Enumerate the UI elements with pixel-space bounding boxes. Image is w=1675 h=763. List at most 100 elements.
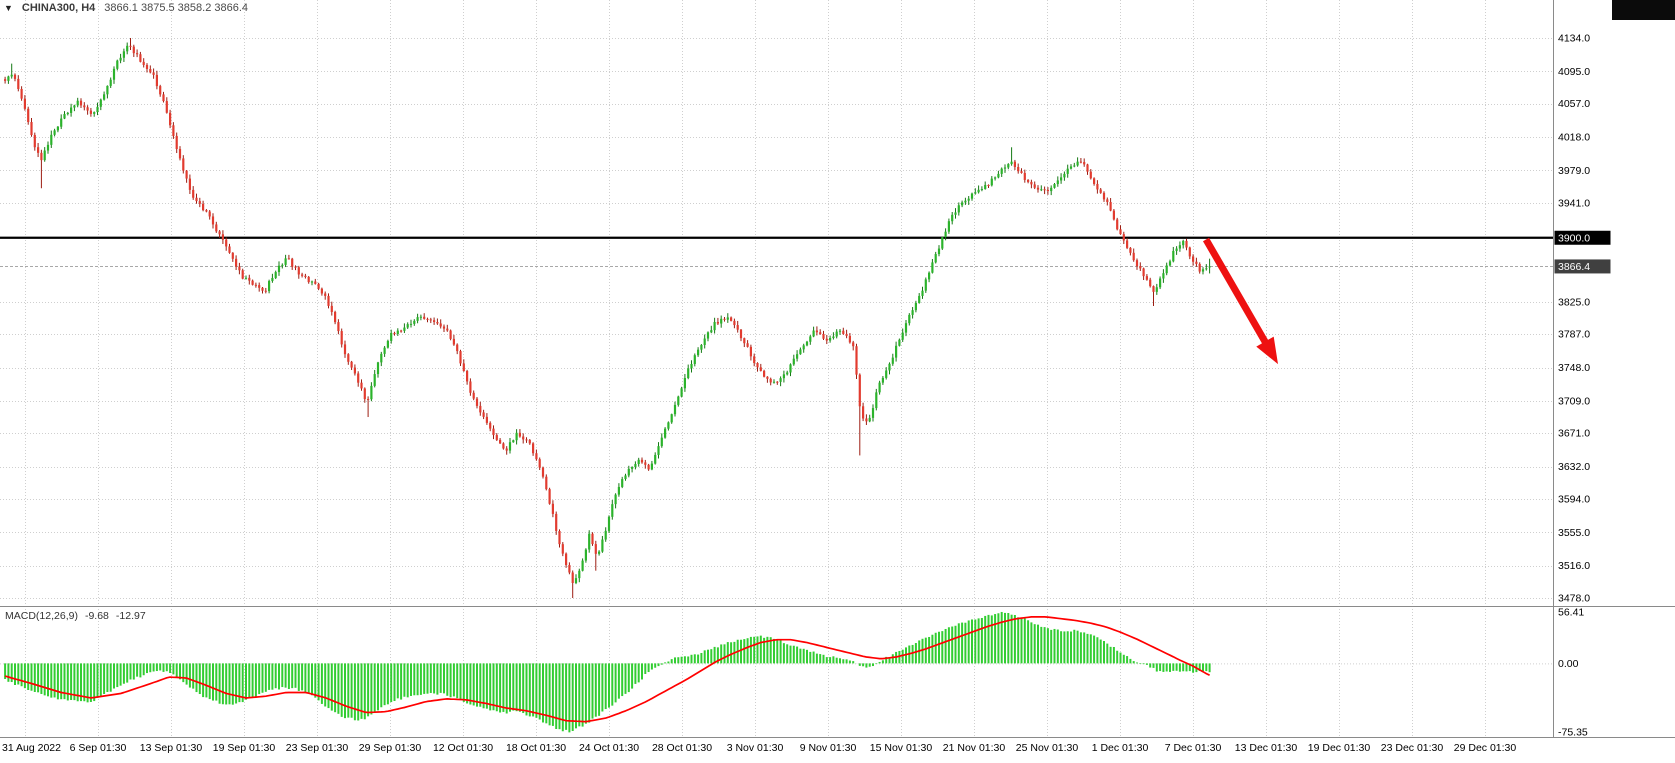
candle (505, 448, 508, 451)
candle (30, 122, 33, 136)
macd-signal-line (4, 616, 1210, 723)
candle (1033, 184, 1036, 188)
candle (792, 358, 795, 365)
macd-indicator-label: MACD(12,26,9) -9.68 -12.97 (5, 610, 146, 622)
axis-label: 24 Oct 01:30 (579, 742, 639, 754)
candle (690, 363, 693, 369)
candle (106, 85, 109, 95)
candle (475, 398, 479, 406)
candle (400, 330, 403, 332)
candle (984, 184, 987, 190)
trend-arrow-shaft[interactable] (1202, 237, 1274, 352)
candle (439, 323, 442, 327)
candle (726, 317, 729, 320)
candle (865, 418, 868, 422)
axis-label: 6 Sep 01:30 (70, 742, 127, 754)
candle (429, 319, 432, 321)
candle (1165, 265, 1168, 274)
candle (1010, 161, 1013, 165)
candle (987, 184, 990, 186)
candle (779, 378, 782, 382)
candle (238, 266, 241, 271)
candle (568, 565, 571, 573)
candle (961, 202, 964, 206)
axis-label: 15 Nov 01:30 (870, 742, 933, 754)
trend-arrow-head[interactable] (1256, 336, 1278, 365)
candle (772, 381, 776, 383)
candle (489, 422, 492, 429)
axis-label: 19 Dec 01:30 (1308, 742, 1371, 754)
candle (825, 338, 828, 341)
candle (116, 60, 119, 69)
axis-label: 3632.0 (1558, 461, 1590, 473)
candle (518, 432, 521, 437)
candle (838, 330, 842, 332)
candle (192, 189, 195, 198)
candle (822, 333, 825, 339)
candle (66, 112, 69, 115)
candle (159, 86, 162, 95)
candle (485, 416, 488, 423)
candle (406, 324, 409, 328)
candle (1159, 278, 1162, 288)
candle (1122, 234, 1125, 241)
candle (561, 544, 564, 554)
axis-label: 21 Nov 01:30 (943, 742, 1006, 754)
candle (548, 489, 551, 504)
candle (162, 94, 165, 102)
candle (693, 355, 696, 364)
candle (845, 333, 848, 336)
candle (739, 329, 743, 339)
candle (76, 100, 79, 106)
candle (994, 177, 997, 179)
candle (53, 130, 56, 135)
candle (202, 203, 205, 211)
candle (664, 428, 667, 438)
candle (1135, 260, 1139, 267)
candle (617, 486, 620, 495)
axis-label: 3941.0 (1558, 197, 1590, 209)
candle (1053, 184, 1056, 188)
candle (799, 349, 802, 355)
candle (314, 281, 317, 284)
candle (947, 221, 950, 232)
candle (297, 267, 300, 275)
macd-panel[interactable] (4, 611, 1211, 733)
candle (601, 539, 604, 552)
macd-name: MACD(12,26,9) (5, 610, 78, 622)
candle (277, 265, 281, 273)
price-axis[interactable]: 4134.0 4095.0 4057.0 4018.0 3979.0 3941.0 3825… (1554, 33, 1611, 739)
candle (436, 322, 439, 324)
candle (73, 105, 76, 108)
candle (670, 414, 673, 423)
candle (165, 101, 168, 113)
candle (274, 272, 277, 278)
candle (1188, 247, 1191, 257)
candle (885, 370, 888, 378)
axis-label: 19 Sep 01:30 (213, 742, 276, 754)
candle (70, 107, 73, 113)
axis-label: 23 Dec 01:30 (1381, 742, 1444, 754)
candle (221, 234, 224, 240)
candle (706, 332, 710, 339)
candle (502, 443, 505, 449)
candle (1060, 177, 1063, 181)
candle (598, 551, 601, 554)
candle (914, 302, 917, 311)
candle (627, 468, 630, 476)
candle (1155, 287, 1158, 292)
time-axis[interactable]: 31 Aug 2022 6 Sep 01:30 13 Sep 01:30 19 Sep… (2, 742, 1516, 754)
candle (815, 330, 818, 333)
candle (327, 295, 330, 306)
candle (713, 321, 716, 331)
top-right-widget[interactable] (1612, 0, 1675, 20)
candle (152, 72, 155, 75)
axis-label: 13 Sep 01:30 (140, 742, 203, 754)
candle (716, 321, 719, 324)
symbol-dropdown-icon[interactable]: ▼ (4, 2, 13, 13)
axis-label: 4134.0 (1558, 33, 1590, 45)
candle (980, 189, 983, 191)
candle (373, 374, 376, 386)
candle (449, 330, 452, 339)
